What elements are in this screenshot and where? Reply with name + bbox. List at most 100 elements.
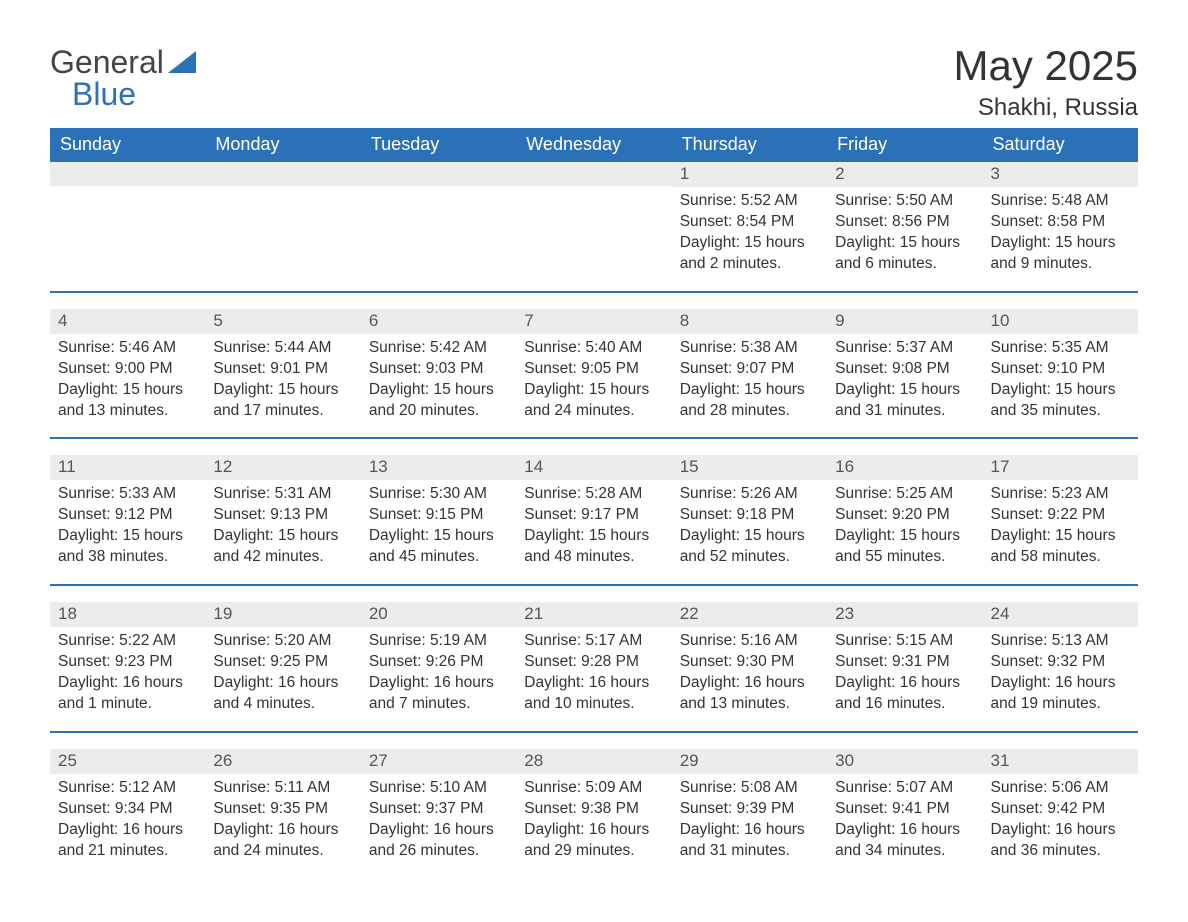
day-number: 2 xyxy=(827,162,982,187)
day-number: 12 xyxy=(205,455,360,480)
day-number-value: 9 xyxy=(835,311,844,330)
logo-word2: Blue xyxy=(72,76,136,112)
day-number-value: 12 xyxy=(213,457,232,476)
sunset-line: Sunset: 8:54 PM xyxy=(680,213,795,230)
day-details: Sunrise: 5:08 AMSunset: 9:39 PMDaylight:… xyxy=(672,774,827,862)
daylight-line: Daylight: 16 hours and 21 minutes. xyxy=(58,821,183,859)
sunrise-line: Sunrise: 5:48 AM xyxy=(991,192,1109,209)
daylight-line: Daylight: 15 hours and 55 minutes. xyxy=(835,527,960,565)
day-details: Sunrise: 5:40 AMSunset: 9:05 PMDaylight:… xyxy=(516,334,671,422)
day-number-value: 5 xyxy=(213,311,222,330)
daylight-line: Daylight: 15 hours and 58 minutes. xyxy=(991,527,1116,565)
daylight-line: Daylight: 16 hours and 1 minute. xyxy=(58,674,183,712)
day-number: 4 xyxy=(50,309,205,334)
calendar-table: Sunday Monday Tuesday Wednesday Thursday… xyxy=(50,128,1138,877)
day-number xyxy=(516,162,671,186)
day-number: 7 xyxy=(516,309,671,334)
sunset-line: Sunset: 9:01 PM xyxy=(213,360,328,377)
daylight-line: Daylight: 15 hours and 45 minutes. xyxy=(369,527,494,565)
day-details: Sunrise: 5:25 AM Sunset: 9:20 PM Daylight:… xyxy=(827,480,982,568)
calendar-cell: 1Sunrise: 5:52 AMSunset: 8:54 PMDaylight… xyxy=(672,162,827,292)
logo: General Blue xyxy=(50,44,196,110)
day-details: Sunrise: 5:23 AM Sunset: 9:22 PM Daylight:… xyxy=(983,480,1138,568)
day-number: 9 xyxy=(827,309,982,334)
day-header: Friday xyxy=(827,128,982,162)
daylight-line: Daylight: 15 hours and 48 minutes. xyxy=(524,527,649,565)
sunset-line: Sunset: 9:31 PM xyxy=(835,653,950,670)
calendar-cell: 16 Sunrise: 5:25 AM Sunset: 9:20 PM Dayligh… xyxy=(827,455,982,585)
day-number: 11 xyxy=(50,455,205,480)
daylight-line: Daylight: 16 hours and 16 minutes. xyxy=(835,674,960,712)
sunrise-line: Sunrise: 5:42 AM xyxy=(369,339,487,356)
logo-text: General Blue xyxy=(50,44,196,110)
sunset-line: Sunset: 9:13 PM xyxy=(213,506,328,523)
day-number-value: 23 xyxy=(835,604,854,623)
sunset-line: Sunset: 9:35 PM xyxy=(213,800,328,817)
sunrise-line: Sunrise: 5:23 AM xyxy=(991,485,1109,502)
calendar-body: 1Sunrise: 5:52 AMSunset: 8:54 PMDaylight… xyxy=(50,162,1138,877)
calendar-header-row: Sunday Monday Tuesday Wednesday Thursday… xyxy=(50,128,1138,162)
daylight-line: Daylight: 15 hours and 38 minutes. xyxy=(58,527,183,565)
day-details: Sunrise: 5:13 AMSunset: 9:32 PMDaylight:… xyxy=(983,627,1138,715)
day-number: 24 xyxy=(983,602,1138,627)
daylight-line: Daylight: 16 hours and 10 minutes. xyxy=(524,674,649,712)
sunrise-line: Sunrise: 5:11 AM xyxy=(213,779,330,796)
day-header: Monday xyxy=(205,128,360,162)
day-number: 23 xyxy=(827,602,982,627)
sunset-line: Sunset: 9:28 PM xyxy=(524,653,639,670)
day-number-value: 31 xyxy=(991,751,1010,770)
day-details: Sunrise: 5:19 AMSunset: 9:26 PMDaylight:… xyxy=(361,627,516,715)
calendar-cell: 23Sunrise: 5:15 AMSunset: 9:31 PMDayligh… xyxy=(827,602,982,732)
day-details: Sunrise: 5:35 AMSunset: 9:10 PMDaylight:… xyxy=(983,334,1138,422)
sunset-line: Sunset: 9:22 PM xyxy=(991,506,1106,523)
day-number-value: 6 xyxy=(369,311,378,330)
calendar-cell: 10Sunrise: 5:35 AMSunset: 9:10 PMDayligh… xyxy=(983,309,1138,439)
calendar-week: 11 Sunrise: 5:33 AMSunset: 9:12 PMDayligh… xyxy=(50,455,1138,585)
day-number-value: 11 xyxy=(58,457,76,476)
day-number: 16 xyxy=(827,455,982,480)
day-number-value: 2 xyxy=(835,164,844,183)
sunrise-line: Sunrise: 5:13 AM xyxy=(991,632,1109,649)
day-number: 5 xyxy=(205,309,360,334)
day-details: Sunrise: 5:33 AMSunset: 9:12 PMDaylight:… xyxy=(50,480,205,568)
daylight-line: Daylight: 16 hours and 26 minutes. xyxy=(369,821,494,859)
day-details: Sunrise: 5:44 AMSunset: 9:01 PMDaylight:… xyxy=(205,334,360,422)
day-number: 25 xyxy=(50,749,205,774)
page-title: May 2025 xyxy=(954,44,1138,88)
sunrise-line: Sunrise: 5:46 AM xyxy=(58,339,176,356)
day-number: 22 xyxy=(672,602,827,627)
day-number-value: 27 xyxy=(369,751,388,770)
sunset-line: Sunset: 9:30 PM xyxy=(680,653,795,670)
calendar-cell: 28Sunrise: 5:09 AMSunset: 9:38 PMDayligh… xyxy=(516,749,671,878)
daylight-line: Daylight: 15 hours and 9 minutes. xyxy=(991,234,1116,272)
day-number: 31 xyxy=(983,749,1138,774)
daylight-line: Daylight: 15 hours and 6 minutes. xyxy=(835,234,960,272)
sunset-line: Sunset: 9:20 PM xyxy=(835,506,950,523)
calendar-cell: 7Sunrise: 5:40 AMSunset: 9:05 PMDaylight… xyxy=(516,309,671,439)
page-header: General Blue May 2025 Shakhi, Russia xyxy=(50,44,1138,122)
week-divider xyxy=(50,292,1138,309)
day-number: 29 xyxy=(672,749,827,774)
calendar-cell: 24Sunrise: 5:13 AMSunset: 9:32 PMDayligh… xyxy=(983,602,1138,732)
day-details: Sunrise: 5:37 AMSunset: 9:08 PMDaylight:… xyxy=(827,334,982,422)
day-details: Sunrise: 5:10 AMSunset: 9:37 PMDaylight:… xyxy=(361,774,516,862)
day-details: Sunrise: 5:06 AMSunset: 9:42 PMDaylight:… xyxy=(983,774,1138,862)
daylight-line: Daylight: 16 hours and 29 minutes. xyxy=(524,821,649,859)
sunrise-line: Sunrise: 5:31 AM xyxy=(213,485,331,502)
day-number: 1 xyxy=(672,162,827,187)
day-details: Sunrise: 5:28 AMSunset: 9:17 PMDaylight:… xyxy=(516,480,671,568)
sunrise-line: Sunrise: 5:25 AM xyxy=(835,485,953,502)
daylight-line: Daylight: 16 hours and 7 minutes. xyxy=(369,674,494,712)
sunset-line: Sunset: 9:41 PM xyxy=(835,800,950,817)
sunrise-line: Sunrise: 5:08 AM xyxy=(680,779,798,796)
calendar-cell: 22Sunrise: 5:16 AMSunset: 9:30 PMDayligh… xyxy=(672,602,827,732)
day-number: 10 xyxy=(983,309,1138,334)
calendar-cell xyxy=(50,162,205,292)
sunrise-line: Sunrise: 5:19 AM xyxy=(369,632,487,649)
calendar-cell: 5 Sunrise: 5:44 AMSunset: 9:01 PMDaylight… xyxy=(205,309,360,439)
day-number: 13 xyxy=(361,455,516,480)
calendar-week: 25Sunrise: 5:12 AMSunset: 9:34 PMDayligh… xyxy=(50,749,1138,878)
day-number-value: 30 xyxy=(835,751,854,770)
day-details: Sunrise: 5:50 AMSunset: 8:56 PMDaylight:… xyxy=(827,187,982,275)
title-block: May 2025 Shakhi, Russia xyxy=(954,44,1138,122)
